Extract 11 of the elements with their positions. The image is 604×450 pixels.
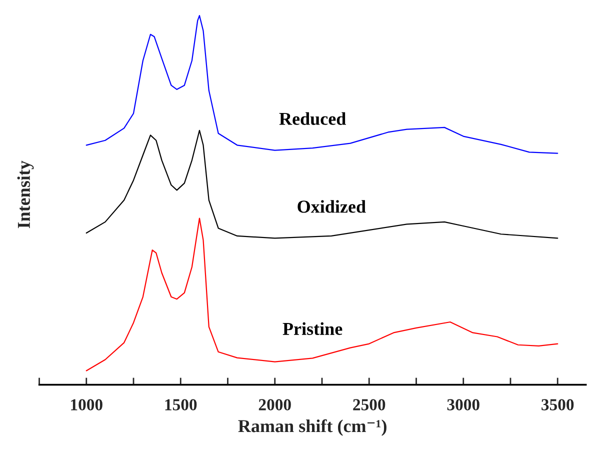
y-axis-title: Intensity xyxy=(17,160,34,228)
x-tick-label: 1000 xyxy=(71,399,102,410)
x-tick-label: 2500 xyxy=(353,399,386,410)
x-tick-label: 1500 xyxy=(165,399,197,410)
series-label: Reduced xyxy=(279,112,346,125)
x-tick-label: 2000 xyxy=(258,399,291,410)
x-tick-label: 3000 xyxy=(447,399,480,410)
x-axis-title: Raman shift (cm⁻¹) xyxy=(238,419,386,436)
series-label: Pristine xyxy=(282,322,342,335)
x-tick-label: 3500 xyxy=(542,399,574,410)
series-label: Oxidized xyxy=(298,200,366,213)
